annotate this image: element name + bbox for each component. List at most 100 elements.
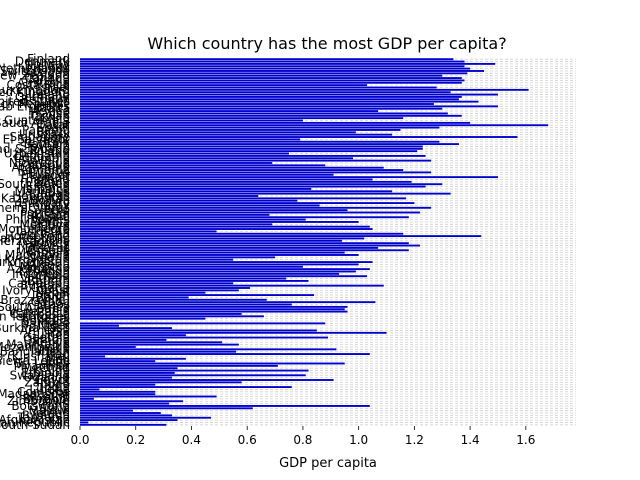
y-tick-label: Kenya [33,335,70,349]
y-tick-label: Pakistan [20,208,70,222]
bar [80,409,133,412]
bar [80,317,206,320]
bar [80,364,278,367]
bar [80,105,498,108]
y-tick-label: Bhutan [27,274,70,288]
y-tick-label: Togo [41,378,70,392]
y-tick-label: Iraq [47,347,70,361]
y-tick-label: Australia [17,76,70,90]
y-tick-label: Czech Republic [0,97,70,111]
bar [80,322,326,325]
bar [80,65,465,68]
y-tick-label: Gabon [31,295,70,309]
y-tick-label: Singapore [9,130,70,144]
x-axis: 0.0 0.2 0.4 0.6 0.8 1.0 1.2 1.4 1.6 [70,426,535,447]
y-tick-label: Azerbaijan [7,262,70,276]
y-tick-label: Lebanon [19,264,70,278]
bar [80,138,301,141]
y-tick-label: Peru [43,203,70,217]
x-tick-label: 0.6 [238,433,257,447]
y-tick-label: Ukraine [24,364,70,378]
y-tick-label: United Kingdom [0,85,70,99]
bar [80,421,89,424]
y-tick-label: Jordan [31,288,70,302]
y-tick-label: Montenegro [0,222,70,236]
bar [80,185,426,188]
bar [80,261,373,263]
y-tick-label: United States [0,95,70,109]
y-tick-label: Belgium [21,92,70,106]
y-tick-label: Niger [38,319,70,333]
bar [80,169,404,171]
y-tick-label: Nepal [35,286,70,300]
bar [80,423,167,426]
bar [80,362,345,365]
y-tick-label: El Salvador [3,132,70,146]
y-tick-label: Armenia [20,323,70,337]
y-tick-label: Malawi [28,404,70,418]
y-tick-label: Hong Kong [5,229,70,243]
y-tick-label: Benin [36,290,70,304]
bar [80,270,356,273]
y-tick-label: Spain [36,121,70,135]
y-tick-label: Uzbekistan [4,147,70,161]
bar [80,390,156,393]
y-tick-label: United Arab Emirates [0,99,70,113]
bar [80,230,217,233]
y-tick-label: Sierra Leone [0,354,70,368]
y-tick-label: Switzerland [0,64,70,78]
x-tick-label: 0.4 [182,433,201,447]
y-tick-label: Guatemala [4,114,70,128]
bar [80,197,407,200]
bar [80,298,267,301]
bar [80,294,315,297]
bar [80,374,306,377]
bar [80,279,309,282]
bar [80,98,459,101]
y-tick-label: Tanzania [17,411,70,425]
y-tick-label: Turkey [30,236,70,250]
y-tick-label: India [41,380,70,394]
bar [80,371,175,374]
bar [80,187,312,190]
y-tick-label: Bulgaria [20,279,70,293]
bar [80,211,420,214]
bar [80,100,479,103]
bar [80,329,317,332]
y-tick-label: Israel [37,80,70,94]
y-tick-label: Mexico [28,104,70,118]
y-tick-label: Germany [15,90,70,104]
y-tick-label: Mongolia [16,246,70,260]
x-tick-label: 1.0 [349,433,368,447]
y-tick-label: Panama [22,123,70,137]
bar [80,136,518,138]
y-tick-label: Malta [37,102,70,116]
bar [80,407,253,410]
bar [80,388,100,391]
x-tick-label: 0.8 [293,433,312,447]
bar [80,246,379,249]
y-tick-label: South Africa [0,300,70,314]
y-tick-label: Netherlands [0,62,70,76]
y-tick-label: Liberia [29,382,70,396]
bar [80,223,273,226]
bar [80,379,334,381]
y-tick-labels: FinlandDenmarkNorwayIcelandNetherlandsSw… [0,52,70,432]
y-tick-label: Zambia [24,375,70,389]
bar [80,397,94,400]
y-tick-label: Colombia [14,151,70,165]
y-tick-label: Malaysia [18,239,70,253]
bar [80,154,426,157]
y-tick-label: Laos [42,298,70,312]
bar [80,301,376,304]
bar [80,77,462,79]
y-tick-label: Sri Lanka [15,356,70,370]
bar [80,308,345,311]
y-tick-label: Mali [46,352,70,366]
y-tick-label: Palestinian Territories [0,309,70,323]
bar [80,414,172,417]
bar [80,145,423,148]
y-tick-label: Zimbabwe [7,394,70,408]
y-tick-label: Guinea [27,328,70,342]
